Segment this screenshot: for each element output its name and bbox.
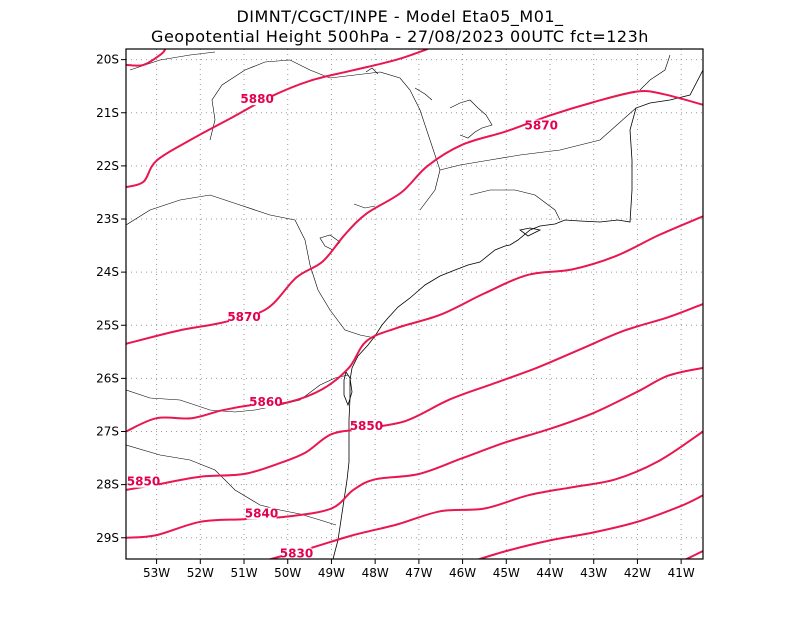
x-tick-label: 44W — [536, 566, 563, 580]
x-tick-label: 42W — [624, 566, 651, 580]
state-border — [126, 194, 376, 339]
axis-ticks: 53W 52W 51W 50W 49W 48W 47W 46W 45W 44W 43W 42W 41W 2… — [96, 53, 695, 580]
y-tick-label: 24S — [96, 265, 119, 279]
state-border — [126, 374, 349, 413]
plot-frame — [125, 48, 704, 560]
reservoir — [414, 87, 433, 101]
state-border — [126, 444, 337, 526]
island — [343, 371, 353, 407]
contour-label-bg — [526, 119, 557, 132]
contour-line — [126, 49, 428, 189]
contour-label-bg — [242, 93, 273, 106]
coastline — [332, 69, 703, 559]
contour-label-bg — [229, 310, 260, 323]
x-tick-label: 48W — [362, 566, 389, 580]
reservoir — [353, 203, 376, 209]
x-tick-label: 50W — [274, 566, 301, 580]
x-tick-label: 53W — [143, 566, 170, 580]
x-tick-label: 45W — [493, 566, 520, 580]
reservoir — [365, 67, 379, 75]
contour-line — [126, 49, 167, 67]
contour-line — [476, 494, 703, 559]
contour-line — [126, 366, 703, 539]
contour-label: 5860 — [249, 395, 282, 409]
state-border — [209, 59, 441, 211]
contour-label: 5850 — [350, 419, 383, 433]
reservoir — [449, 99, 493, 139]
state-border — [129, 51, 216, 71]
contour-labels: 5880 5870 5860 5850 5840 5830 5870 5850 — [127, 92, 558, 560]
contour-label-bg — [351, 419, 382, 432]
state-border — [469, 189, 561, 221]
contour-label-bg — [250, 395, 281, 408]
y-tick-label: 25S — [96, 318, 119, 332]
island — [519, 227, 542, 237]
x-tick-label: 49W — [318, 566, 345, 580]
map-title-line-1: DIMNT/CGCT/INPE - Model Eta05_M01_ — [236, 7, 564, 26]
contour-line — [267, 430, 703, 559]
contour-label-bg — [281, 547, 312, 560]
y-tick-label: 27S — [96, 425, 119, 439]
contour-label: 5880 — [240, 92, 273, 106]
x-tick-label: 52W — [187, 566, 214, 580]
y-tick-label: 20S — [96, 53, 119, 67]
state-border — [639, 54, 671, 91]
contour-line — [126, 215, 703, 433]
contour-line — [684, 550, 703, 559]
y-tick-label: 21S — [96, 106, 119, 120]
contour-label: 5870 — [227, 310, 260, 324]
contour-line — [126, 303, 703, 491]
map-title-line-2: Geopotential Height 500hPa - 27/08/2023 … — [151, 27, 649, 46]
x-tick-label: 51W — [230, 566, 257, 580]
x-tick-label: 46W — [449, 566, 476, 580]
x-tick-label: 41W — [668, 566, 695, 580]
state-border — [439, 107, 637, 171]
y-tick-label: 28S — [96, 478, 119, 492]
y-tick-label: 26S — [96, 371, 119, 385]
reservoir — [319, 234, 341, 251]
contour-label-bg — [246, 507, 277, 520]
x-tick-label: 43W — [580, 566, 607, 580]
contour-label: 5830 — [280, 546, 313, 560]
y-tick-label: 29S — [96, 531, 119, 545]
x-tick-label: 47W — [405, 566, 432, 580]
y-tick-label: 23S — [96, 212, 119, 226]
y-tick-label: 22S — [96, 159, 119, 173]
contour-label: 5840 — [245, 507, 278, 521]
contour-label-bg — [128, 475, 159, 488]
contour-label: 5870 — [525, 119, 558, 133]
contour-label: 5850 — [127, 475, 160, 489]
